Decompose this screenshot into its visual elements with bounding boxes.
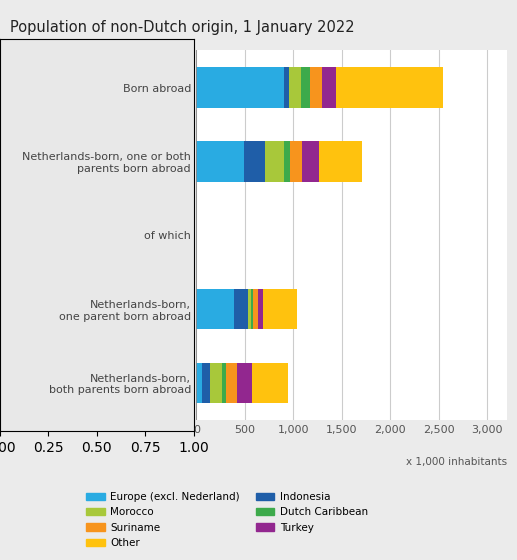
Bar xyxy=(244,141,265,181)
Bar xyxy=(302,141,318,181)
Bar xyxy=(265,141,284,181)
Bar xyxy=(318,141,362,181)
Bar xyxy=(310,67,322,108)
Legend: Europe (excl. Nederland), Morocco, Suriname, Other, Indonesia, Dutch Caribbean, : Europe (excl. Nederland), Morocco, Surin… xyxy=(82,488,372,552)
Bar xyxy=(209,362,222,403)
Bar xyxy=(251,289,253,329)
Bar xyxy=(253,289,258,329)
Bar xyxy=(237,362,252,403)
Bar xyxy=(336,67,443,108)
Bar xyxy=(226,362,237,403)
Bar xyxy=(263,289,297,329)
Bar xyxy=(234,289,248,329)
Bar xyxy=(196,289,234,329)
Text: Population of non-Dutch origin, 1 January 2022: Population of non-Dutch origin, 1 Januar… xyxy=(10,20,355,35)
Bar xyxy=(202,362,209,403)
Bar xyxy=(196,362,202,403)
Bar xyxy=(196,141,244,181)
Bar xyxy=(196,67,284,108)
Text: x 1,000 inhabitants: x 1,000 inhabitants xyxy=(405,457,507,467)
Bar xyxy=(222,362,226,403)
Bar xyxy=(322,67,336,108)
Bar xyxy=(248,289,251,329)
Bar xyxy=(284,141,290,181)
Bar xyxy=(288,67,301,108)
Bar xyxy=(258,289,263,329)
Bar xyxy=(301,67,310,108)
Bar xyxy=(290,141,302,181)
Bar xyxy=(252,362,287,403)
Bar xyxy=(284,67,288,108)
